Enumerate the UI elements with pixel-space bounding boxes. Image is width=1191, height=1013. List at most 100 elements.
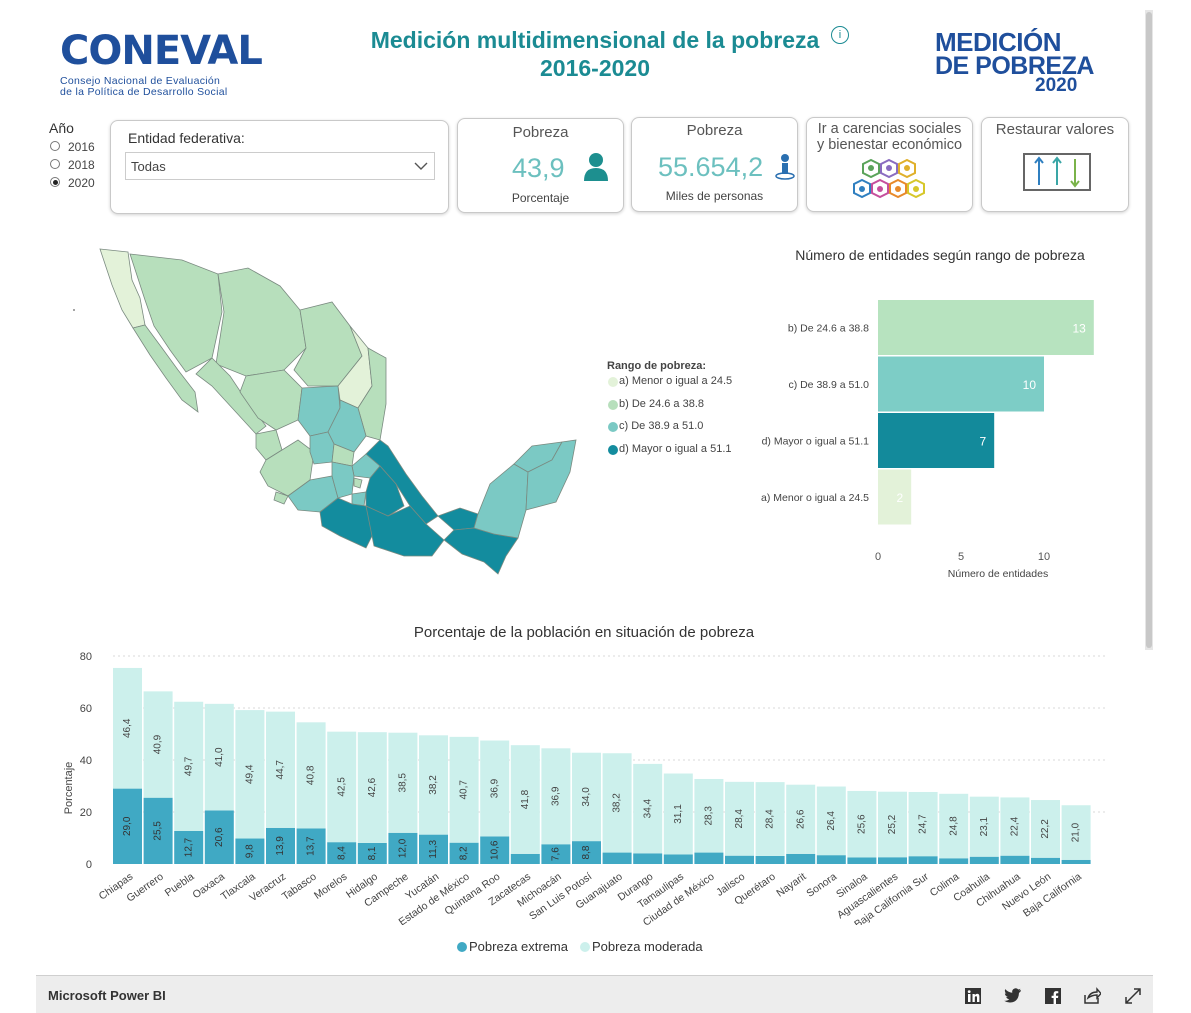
bar-pobreza-extrema[interactable] — [755, 855, 785, 864]
bar-pobreza-moderada[interactable] — [816, 786, 846, 856]
year-option-2018[interactable]: 2018 — [49, 158, 109, 174]
bar-pobreza-extrema[interactable] — [143, 797, 173, 864]
reset-values-card[interactable]: Restaurar valores — [981, 117, 1129, 212]
bar-pobreza-extrema[interactable] — [572, 841, 601, 864]
bar-pobreza-extrema[interactable] — [1031, 857, 1060, 864]
bar-pobreza-moderada[interactable] — [449, 736, 479, 843]
bar-pobreza-moderada[interactable] — [266, 711, 295, 828]
bar-pobreza-extrema[interactable] — [235, 838, 265, 864]
entities-bar[interactable] — [878, 300, 1094, 355]
bar-pobreza-extrema[interactable] — [1000, 855, 1030, 864]
bar-pobreza-extrema[interactable] — [327, 842, 357, 864]
year-option-2016[interactable]: 2016 — [49, 140, 109, 156]
bar-pobreza-moderada[interactable] — [1031, 800, 1060, 858]
radio-button-selected[interactable] — [50, 177, 60, 187]
legend-label-moderate[interactable]: Pobreza moderada — [592, 939, 703, 954]
bar-pobreza-extrema[interactable] — [725, 855, 754, 864]
bar-pobreza-moderada[interactable] — [602, 753, 632, 853]
linkedin-icon[interactable] — [964, 987, 982, 1005]
bar-pobreza-extrema[interactable] — [480, 836, 510, 864]
bar-pobreza-extrema[interactable] — [786, 853, 816, 864]
bar-pobreza-moderada[interactable] — [1061, 805, 1091, 860]
bar-pobreza-moderada[interactable] — [235, 710, 265, 839]
footer-title[interactable]: Microsoft Power BI — [48, 988, 166, 1003]
bar-pobreza-moderada[interactable] — [572, 752, 601, 842]
entities-x-tick: 10 — [1038, 551, 1050, 563]
bar-pobreza-moderada[interactable] — [113, 667, 142, 789]
bar-pobreza-moderada[interactable] — [694, 778, 724, 853]
legend-label-extreme[interactable]: Pobreza extrema — [469, 939, 568, 954]
fullscreen-icon[interactable] — [1124, 987, 1142, 1005]
bar-pobreza-moderada[interactable] — [786, 784, 816, 854]
bar-pobreza-extrema[interactable] — [113, 788, 142, 864]
facebook-icon[interactable] — [1044, 987, 1062, 1005]
bar-pobreza-extrema[interactable] — [510, 853, 540, 864]
bar-pobreza-extrema[interactable] — [174, 830, 204, 864]
bar-pobreza-extrema[interactable] — [816, 855, 846, 864]
bar-pobreza-moderada[interactable] — [204, 703, 234, 811]
entities-bar[interactable] — [878, 413, 995, 468]
bar-pobreza-extrema[interactable] — [602, 852, 632, 864]
twitter-icon[interactable] — [1004, 987, 1022, 1003]
bar-pobreza-moderada[interactable] — [1000, 797, 1030, 856]
bar-pobreza-moderada[interactable] — [480, 740, 510, 837]
entities-bar-chart[interactable]: b) De 24.6 a 38.8 13 c) De 38.9 a 51.0 10 d)… — [740, 290, 1120, 590]
share-icon[interactable] — [1083, 987, 1101, 1005]
bar-pobreza-extrema[interactable] — [541, 844, 571, 864]
map-legend-item[interactable]: a) Menor o igual a 24.5 — [607, 372, 747, 395]
bar-pobreza-moderada[interactable] — [357, 732, 387, 843]
bar-pobreza-extrema[interactable] — [204, 810, 234, 864]
mexico-poverty-map[interactable] — [70, 240, 590, 580]
bar-pobreza-extrema[interactable] — [266, 827, 295, 864]
bar-pobreza-extrema[interactable] — [969, 856, 999, 864]
bar-pobreza-moderada[interactable] — [510, 745, 540, 854]
bar-pobreza-extrema[interactable] — [388, 832, 418, 864]
bar-pobreza-extrema[interactable] — [633, 853, 663, 864]
bar-pobreza-moderada[interactable] — [663, 773, 693, 855]
bar-pobreza-moderada[interactable] — [541, 748, 571, 845]
bar-pobreza-moderada[interactable] — [969, 796, 999, 857]
bar-pobreza-moderada[interactable] — [327, 731, 357, 843]
logo-wordmark: CONEVAL — [60, 28, 263, 74]
bar-pobreza-moderada[interactable] — [174, 701, 204, 831]
year-option-2020[interactable]: 2020 — [49, 176, 109, 192]
bar-pobreza-moderada[interactable] — [725, 781, 754, 856]
bar-pobreza-extrema[interactable] — [357, 842, 387, 864]
bar-pobreza-moderada[interactable] — [633, 763, 663, 854]
bar-pobreza-extrema[interactable] — [663, 854, 693, 864]
bar-pobreza-moderada[interactable] — [847, 790, 877, 858]
entity-dropdown[interactable]: Todas — [125, 152, 435, 180]
bar-pobreza-moderada[interactable] — [419, 735, 448, 835]
poverty-category-label: Nayarit — [774, 871, 808, 900]
bar-pobreza-moderada[interactable] — [296, 722, 326, 829]
map-legend-item[interactable]: c) De 38.9 a 51.0 — [607, 417, 747, 440]
bar-pobreza-extrema[interactable] — [1061, 859, 1091, 864]
entities-bar[interactable] — [878, 356, 1044, 412]
bar-pobreza-moderada[interactable] — [878, 791, 907, 858]
map-legend-item[interactable]: b) De 24.6 a 38.8 — [607, 395, 747, 418]
scrollbar-thumb[interactable] — [1146, 12, 1152, 648]
radio-button[interactable] — [50, 141, 60, 151]
bar-pobreza-extrema[interactable] — [694, 852, 724, 864]
social-deprivation-link-card[interactable]: Ir a carencias sociales y bienestar econ… — [806, 117, 973, 212]
bar-pobreza-moderada[interactable] — [908, 791, 938, 857]
entities-x-tick: 5 — [958, 551, 964, 563]
entities-bar[interactable] — [878, 469, 912, 525]
map-legend-item[interactable]: d) Mayor o igual a 51.1 — [607, 440, 747, 463]
bar-pobreza-moderada[interactable] — [143, 691, 173, 798]
bar-pobreza-moderada[interactable] — [388, 732, 418, 833]
bar-pobreza-extrema[interactable] — [939, 858, 969, 864]
bar-pobreza-extrema[interactable] — [419, 834, 448, 864]
bar-pobreza-extrema[interactable] — [296, 828, 326, 864]
bar-pobreza-extrema[interactable] — [449, 842, 479, 864]
hexagons-icon — [853, 158, 925, 199]
bar-pobreza-moderada[interactable] — [939, 793, 969, 859]
bar-pobreza-extrema[interactable] — [878, 857, 907, 864]
poverty-stacked-bar-chart[interactable]: 020406080Porcentaje46,429,0Chiapas40,925… — [50, 645, 1120, 925]
radio-button[interactable] — [50, 159, 60, 169]
chevron-down-icon — [414, 162, 428, 170]
bar-pobreza-extrema[interactable] — [908, 856, 938, 864]
info-icon[interactable]: i — [831, 26, 849, 44]
bar-pobreza-extrema[interactable] — [847, 857, 877, 865]
bar-pobreza-moderada[interactable] — [755, 782, 785, 856]
